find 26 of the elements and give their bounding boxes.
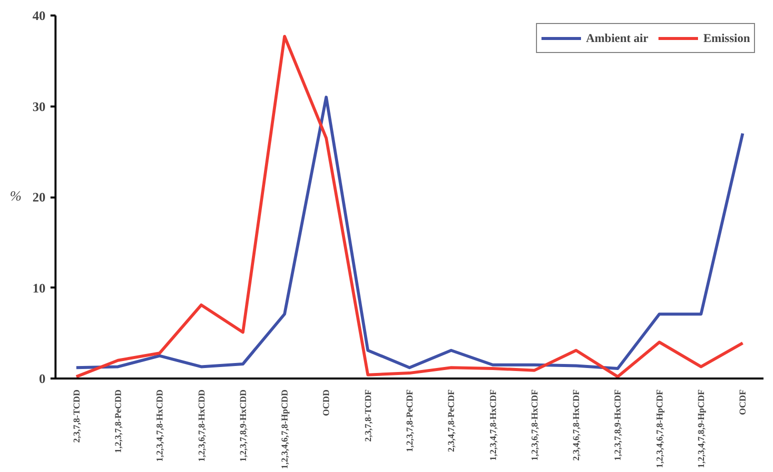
x-tick-label: 1,2,3,4,7,8-HxCDF bbox=[488, 389, 498, 461]
legend-label: Ambient air bbox=[586, 30, 648, 46]
x-tick-label: 2,3,7,8-TCDD bbox=[71, 389, 82, 443]
line-series bbox=[74, 96, 744, 370]
y-tick-label: 0 bbox=[39, 371, 46, 386]
x-tick-label: 1,2,3,4,6,7,8-HpCDF bbox=[654, 389, 664, 468]
x-tick-label: 1,2,3,4,7,8-HxCDD bbox=[154, 389, 165, 462]
x-tick-label: 1,2,3,4,7,8,9-HpCDF bbox=[696, 389, 706, 468]
x-tick-label: 1,2,3,6,7,8-HxCDD bbox=[196, 389, 206, 462]
x-tick-label: 1,2,3,7,8,9-HxCDD bbox=[238, 389, 248, 462]
x-tick-label: 1,2,3,7,8-PeCDD bbox=[112, 389, 123, 453]
x-tick-label: 2,3,7,8-TCDF bbox=[362, 389, 373, 442]
x-tick-label: 2,3,4,7,8-PeCDF bbox=[446, 389, 456, 452]
y-tick-label: 30 bbox=[32, 98, 46, 114]
x-tick-label: 1,2,3,4,6,7,8-HpCDD bbox=[280, 389, 290, 469]
y-tick-label: 10 bbox=[32, 280, 46, 296]
x-tick-label: OCDD bbox=[321, 389, 332, 416]
y-axis-title: % bbox=[10, 190, 22, 204]
x-tick-label: 1,2,3,7,8,9-HxCDF bbox=[612, 389, 623, 461]
x-tick-label: 1,2,3,6,7,8-HxCDF bbox=[529, 389, 540, 461]
x-tick-label: 2,3,4,6,7,8-HxCDF bbox=[571, 389, 582, 461]
x-tick-label: OCDF bbox=[738, 389, 748, 415]
y-tick-label: 40 bbox=[32, 8, 46, 23]
x-tick-label: 1,2,3,7,8-PeCDF bbox=[404, 389, 414, 452]
y-tick-label: 20 bbox=[32, 190, 46, 204]
legend-label: Emission bbox=[703, 30, 750, 46]
